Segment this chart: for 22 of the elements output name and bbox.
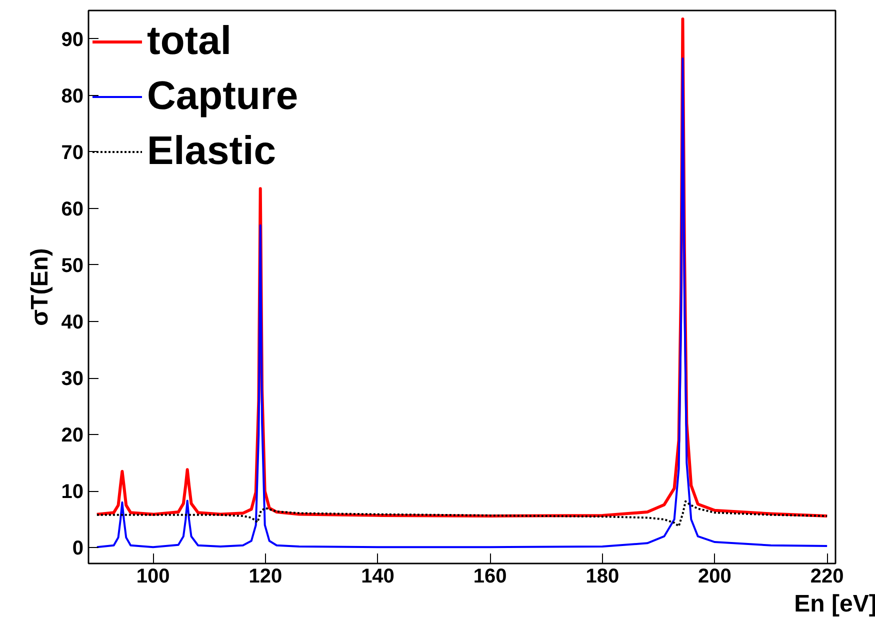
y-tick-label: 50 — [61, 254, 84, 277]
y-tick-label: 70 — [61, 142, 84, 164]
line-series — [96, 500, 828, 528]
y-tick-label: 60 — [61, 198, 84, 220]
x-tick-label: 100 — [136, 566, 170, 588]
legend-label: Capture — [147, 73, 298, 120]
y-tick-label: 0 — [72, 538, 84, 560]
y-tick-label: 90 — [61, 28, 84, 51]
x-tick-label: 160 — [473, 566, 507, 588]
x-tick-label: 140 — [361, 566, 394, 588]
x-tick-label: 180 — [586, 566, 620, 588]
x-tick-label: 120 — [248, 566, 282, 588]
y-tick-label: 10 — [61, 481, 84, 504]
x-tick-label: 220 — [810, 566, 844, 588]
y-tick-label: 30 — [61, 368, 84, 390]
y-tick-label: 80 — [61, 85, 84, 108]
y-tick-label: 40 — [61, 311, 84, 334]
legend-label: Elastic — [147, 128, 276, 175]
legend-label: total — [147, 18, 232, 65]
y-tick-label: 20 — [61, 424, 84, 447]
y-axis-title: σT(En) — [26, 248, 54, 326]
x-tick-label: 200 — [698, 566, 732, 588]
